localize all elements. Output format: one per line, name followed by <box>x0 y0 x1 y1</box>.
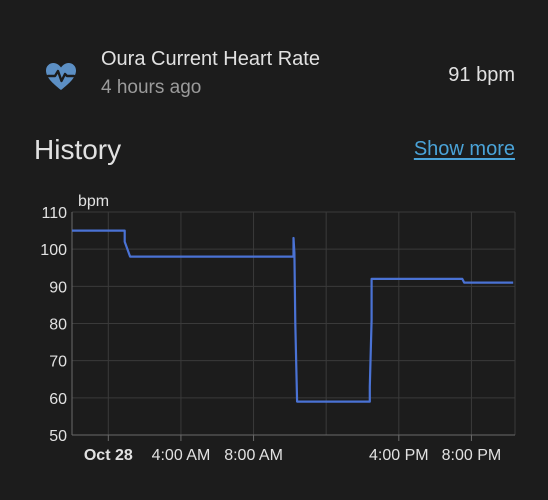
entity-name: Oura Current Heart Rate <box>101 48 320 70</box>
y-tick-label: 110 <box>41 205 67 222</box>
y-tick-label: 90 <box>49 279 67 296</box>
heart-pulse-icon <box>46 63 76 90</box>
chart-axes: 50 60 70 80 90 100 110 bpm Oct 28 4:00 AM 8:00 AM 4… <box>40 193 515 464</box>
heart-rate-series-line[interactable] <box>72 229 514 403</box>
x-tick-label: 8:00 AM <box>224 447 283 464</box>
y-tick-label: 50 <box>49 428 67 445</box>
x-tick-label: Oct 28 <box>84 447 133 464</box>
y-tick-label: 60 <box>49 391 67 408</box>
entity-state-value: 91 bpm <box>448 64 515 86</box>
y-axis-label: bpm <box>78 193 109 210</box>
history-chart[interactable]: 50 60 70 80 90 100 110 bpm Oct 28 4:00 AM 8:00 AM 4… <box>0 185 548 475</box>
entity-last-changed: 4 hours ago <box>101 77 202 98</box>
y-tick-label: 70 <box>49 354 67 371</box>
y-tick-label: 80 <box>49 317 67 334</box>
history-title: History <box>34 134 122 165</box>
entity-row[interactable]: Oura Current Heart Rate 4 hours ago 91 b… <box>0 0 548 130</box>
x-tick-label: 4:00 PM <box>369 447 429 464</box>
x-tick-label: 4:00 AM <box>152 447 211 464</box>
show-more-link[interactable]: Show more <box>413 138 515 160</box>
y-tick-label: 100 <box>40 242 67 259</box>
x-tick-label: 8:00 PM <box>442 447 502 464</box>
chart-series <box>72 229 514 403</box>
